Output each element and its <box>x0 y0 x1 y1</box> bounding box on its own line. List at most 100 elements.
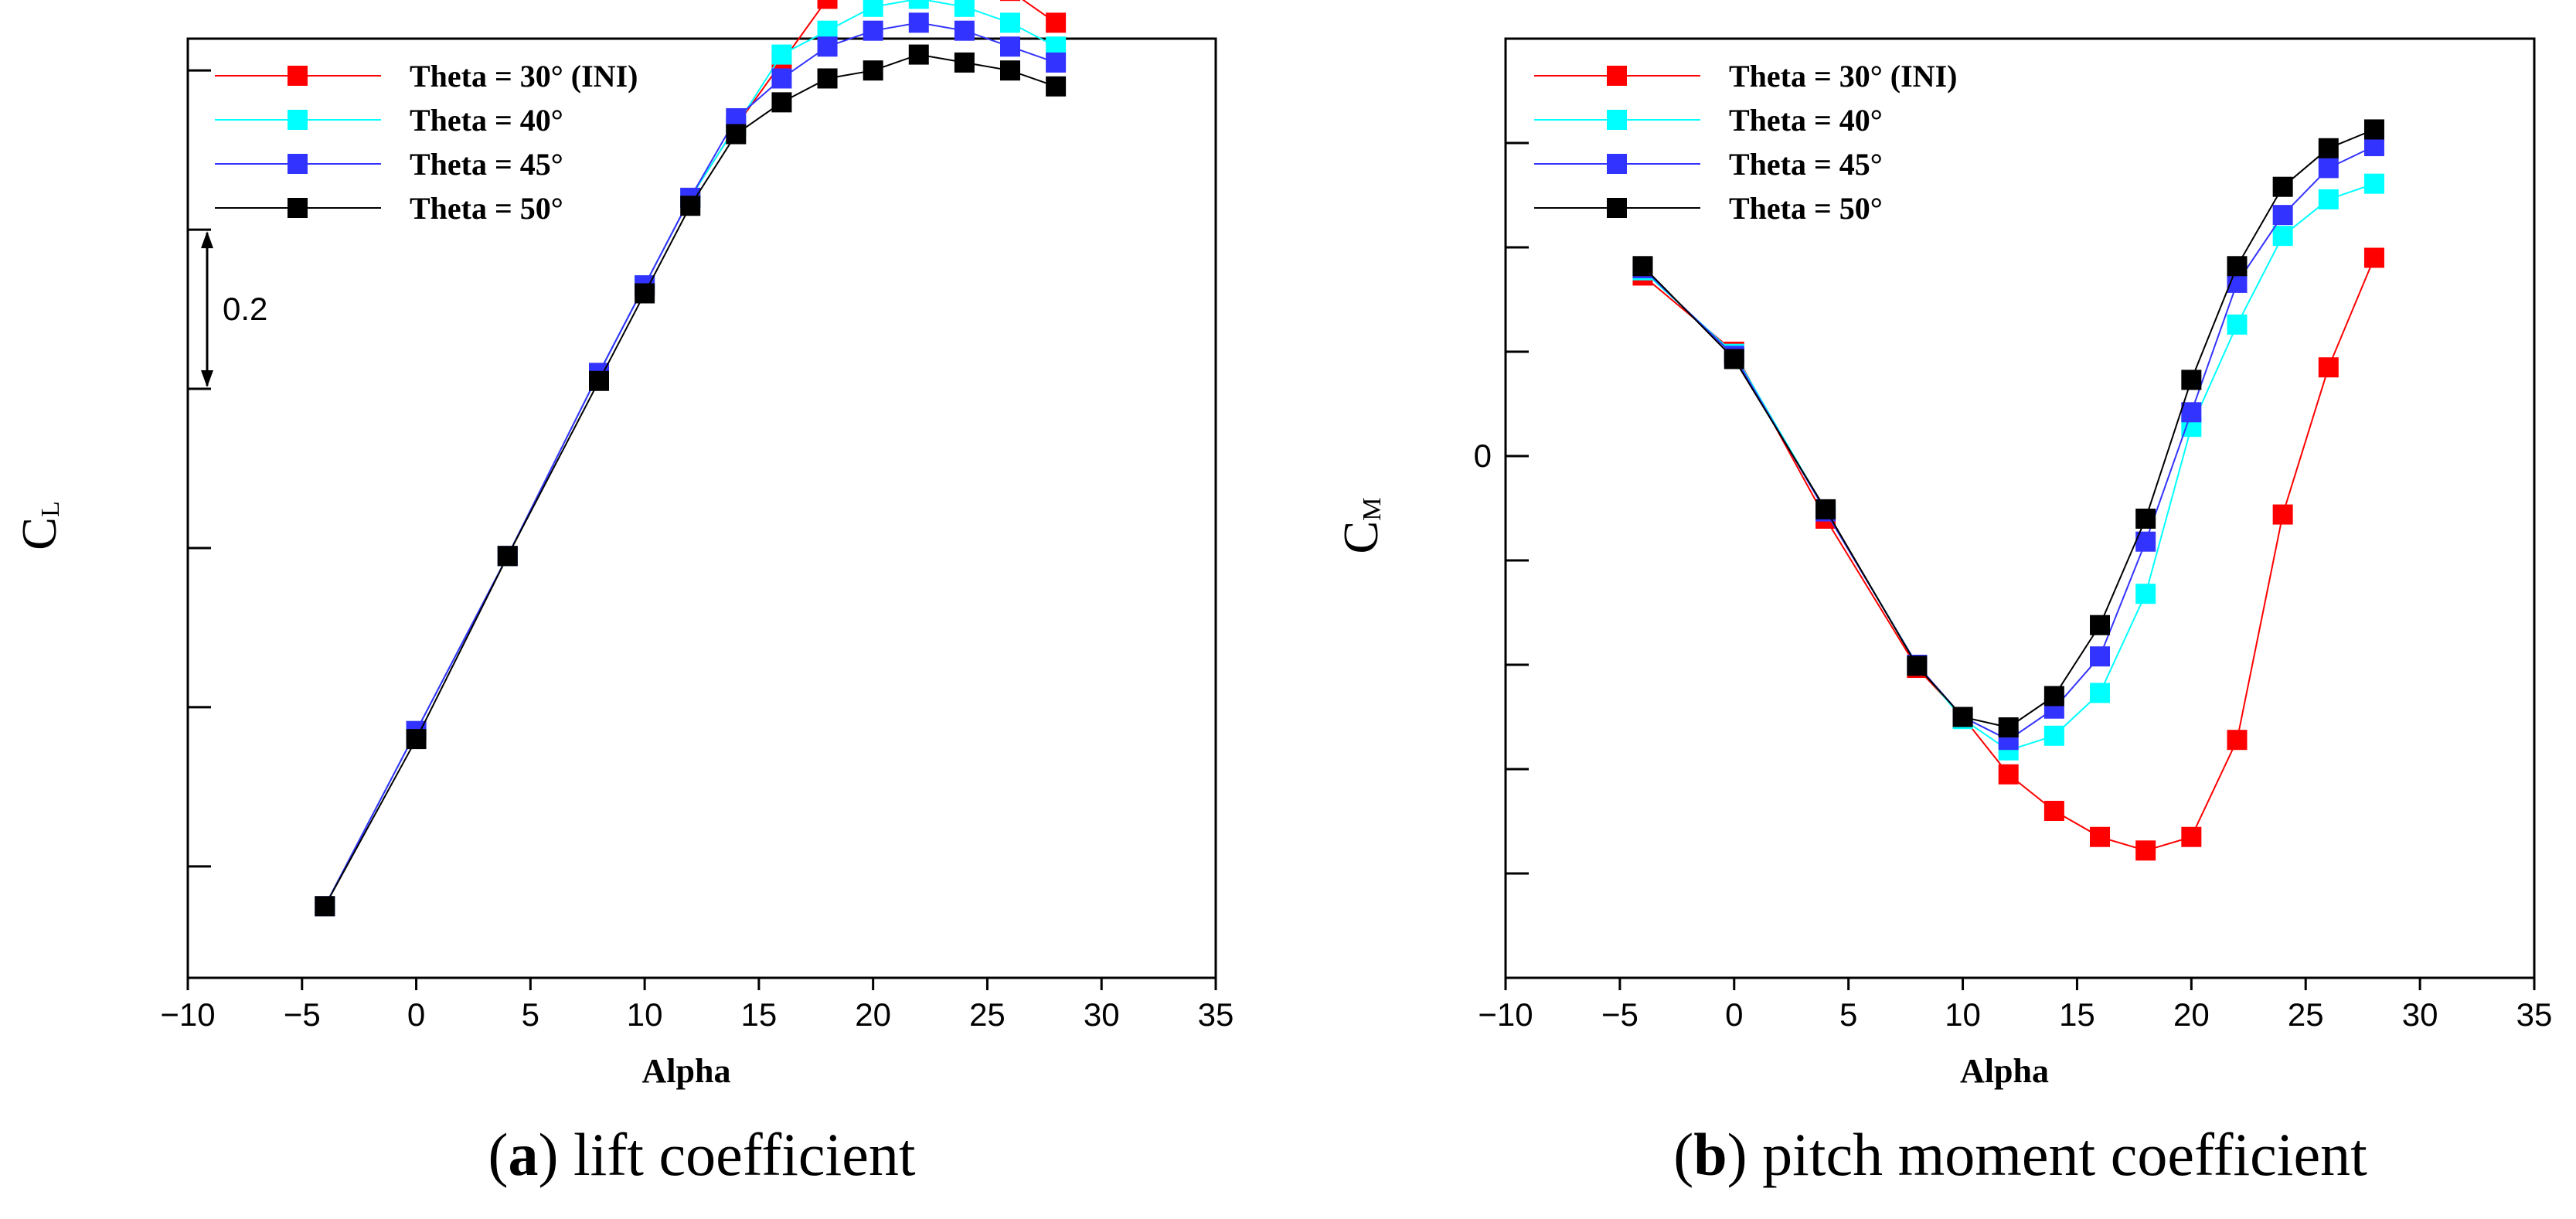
data-point <box>2135 584 2156 604</box>
x-tick-label: 30 <box>2402 996 2438 1033</box>
data-point <box>2043 686 2064 707</box>
series-4 <box>315 44 1067 917</box>
series-3 <box>1632 136 2384 751</box>
caption-letter: b <box>1693 1121 1727 1188</box>
data-point <box>954 0 975 17</box>
data-point <box>2227 314 2248 335</box>
data-point <box>2181 369 2202 390</box>
data-point <box>1998 764 2019 785</box>
x-tick-label: 10 <box>1945 996 1981 1033</box>
legend-swatch-marker <box>288 198 308 218</box>
data-point <box>2135 509 2156 529</box>
x-tick-label: 25 <box>969 996 1006 1033</box>
legend-swatch-marker <box>1607 66 1627 86</box>
data-point <box>863 60 883 81</box>
y-axis-title: CL <box>12 501 66 550</box>
legend-label: Theta = 50° <box>410 191 563 226</box>
data-point <box>406 729 427 750</box>
x-tick-label: 35 <box>2516 996 2553 1033</box>
data-point <box>2135 840 2156 861</box>
data-point <box>2272 504 2293 525</box>
scale-bar-label: 0.2 <box>223 291 267 327</box>
x-tick-label: 25 <box>2288 996 2324 1033</box>
legend-swatch-marker <box>1607 198 1627 218</box>
data-point <box>2363 173 2384 194</box>
data-point <box>1000 0 1020 2</box>
x-tick-label: 0 <box>1725 996 1743 1033</box>
legend-label: Theta = 30° (INI) <box>410 59 638 94</box>
legend-item: Theta = 50° <box>1534 191 1883 226</box>
data-point <box>2318 357 2339 378</box>
data-point <box>315 896 335 917</box>
data-point <box>1724 349 1744 369</box>
data-point <box>771 44 792 65</box>
data-point <box>2272 226 2293 247</box>
legend-label: Theta = 40° <box>410 103 563 138</box>
x-tick-label: −5 <box>284 996 321 1033</box>
data-point <box>1632 256 1653 277</box>
x-tick-label: 15 <box>741 996 778 1033</box>
data-point <box>908 12 929 33</box>
y-tick-label: 0 <box>1474 438 1492 474</box>
x-tick-label: −10 <box>160 996 215 1033</box>
figure-caption: (b) pitch moment coefficient <box>1673 1121 2367 1188</box>
caption-text: pitch moment coefficient <box>1762 1121 2367 1188</box>
data-point <box>2272 205 2293 226</box>
series-line <box>324 53 1057 907</box>
x-axis-title: Alpha <box>642 1052 731 1090</box>
data-point <box>2363 119 2384 140</box>
data-point <box>2090 826 2111 847</box>
data-point <box>771 68 792 89</box>
legend-swatch-marker <box>288 110 308 130</box>
x-tick-label: −10 <box>1478 996 1533 1033</box>
series-2 <box>1632 173 2384 761</box>
legend-item: Theta = 30° (INI) <box>1534 59 1957 94</box>
data-point <box>1046 76 1067 97</box>
legend-item: Theta = 40° <box>1534 103 1883 138</box>
legend-item: Theta = 40° <box>215 103 563 138</box>
x-tick-label: 15 <box>2059 996 2095 1033</box>
x-tick-label: 20 <box>2173 996 2210 1033</box>
data-point <box>954 20 975 41</box>
data-point <box>2043 801 2064 821</box>
data-point <box>2363 247 2384 268</box>
figure-caption: (a) lift coefficient <box>488 1121 916 1188</box>
data-point <box>1952 707 1973 727</box>
legend-label: Theta = 40° <box>1729 103 1883 138</box>
caption-letter: a <box>508 1121 538 1188</box>
data-point <box>1907 655 1928 676</box>
legend-swatch-marker <box>1607 154 1627 174</box>
x-tick-label: 20 <box>855 996 891 1033</box>
data-point <box>2181 826 2202 847</box>
series-line <box>1642 145 2375 741</box>
series-1 <box>1632 247 2384 861</box>
data-point <box>2043 725 2064 746</box>
series-line <box>1642 128 2375 729</box>
y-axis-title-main: C <box>1333 521 1388 554</box>
x-tick-label: 0 <box>407 996 425 1033</box>
data-point <box>2318 138 2339 158</box>
data-point <box>1000 36 1020 57</box>
data-point <box>817 0 838 9</box>
data-point <box>2181 402 2202 423</box>
y-axis-title-sub: M <box>1358 498 1387 521</box>
data-point <box>2090 646 2111 667</box>
legend-label: Theta = 45° <box>1729 147 1883 182</box>
data-point <box>2227 256 2248 277</box>
caption-text: lift coefficient <box>573 1121 916 1188</box>
plot-frame <box>1504 37 2536 979</box>
data-point <box>2318 189 2339 209</box>
data-point <box>1815 499 1836 519</box>
legend-item: Theta = 45° <box>215 147 563 182</box>
legend-item: Theta = 50° <box>215 191 563 226</box>
y-axis-title-sub: L <box>36 501 65 517</box>
data-point <box>1046 12 1067 33</box>
data-point <box>635 283 655 304</box>
data-point <box>2090 615 2111 635</box>
data-point <box>954 52 975 73</box>
data-point <box>589 370 609 391</box>
data-point <box>908 0 929 9</box>
data-point <box>1000 12 1020 33</box>
